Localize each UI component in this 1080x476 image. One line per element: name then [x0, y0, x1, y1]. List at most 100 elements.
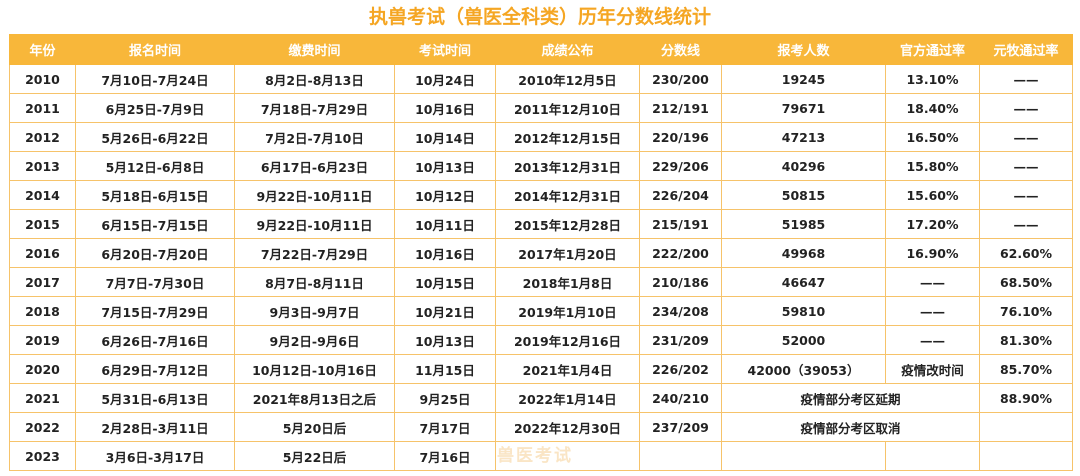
cell-result: 2014年12月31日 [495, 180, 640, 210]
cell-result: 2012年12月15日 [495, 122, 640, 152]
cell-score-line: 212/191 [639, 93, 722, 123]
table-row: 2020 6月29日-7月12日 10月12日-10月16日 11月15日 20… [9, 354, 1073, 384]
table-row: 2019 6月26日-7月16日 9月2日-9月6日 10月13日 2019年1… [9, 325, 1073, 355]
cell-official-rate: 17.20% [885, 209, 980, 239]
cell-yuanmu-rate [979, 412, 1073, 442]
cell-result: 2022年12月30日 [495, 412, 640, 442]
table-row: 2012 5月26日-6月22日 7月2日-7月10日 10月14日 2012年… [9, 122, 1073, 152]
cell-register: 5月12日-6月8日 [75, 151, 235, 181]
table-row: 2021 5月31日-6月13日 2021年8月13日之后 9月25日 2022… [9, 383, 1073, 413]
cell-year: 2021 [9, 383, 76, 413]
table-row: 2014 5月18日-6月15日 9月22日-10月11日 10月12日 201… [9, 180, 1073, 210]
table-row: 2011 6月25日-7月9日 7月18日-7月29日 10月16日 2011年… [9, 93, 1073, 123]
cell-register: 3月6日-3月17日 [75, 441, 235, 471]
cell-register: 5月31日-6月13日 [75, 383, 235, 413]
cell-yuanmu-rate [979, 441, 1073, 471]
cell-score-line: 229/206 [639, 151, 722, 181]
cell-yuanmu-rate: —— [979, 180, 1073, 210]
cell-register: 7月7日-7月30日 [75, 267, 235, 297]
cell-year: 2014 [9, 180, 76, 210]
cell-yuanmu-rate: 62.60% [979, 238, 1073, 268]
cell-payment: 7月2日-7月10日 [234, 122, 395, 152]
cell-applicants: 40296 [721, 151, 886, 181]
cell-official-rate: —— [885, 325, 980, 355]
cell-official-rate: 16.50% [885, 122, 980, 152]
cell-yuanmu-rate: —— [979, 122, 1073, 152]
table-row: 2018 7月15日-7月29日 9月3日-9月7日 10月21日 2019年1… [9, 296, 1073, 326]
cell-exam-date: 10月13日 [394, 151, 496, 181]
cell-yuanmu-rate: —— [979, 209, 1073, 239]
cell-yuanmu-rate: 85.70% [979, 354, 1073, 384]
cell-result: 2022年1月14日 [495, 383, 640, 413]
cell-year: 2020 [9, 354, 76, 384]
cell-result: 2010年12月5日 [495, 64, 640, 94]
table-row: 2017 7月7日-7月30日 8月7日-8月11日 10月15日 2018年1… [9, 267, 1073, 297]
cell-score-line: 230/200 [639, 64, 722, 94]
table-row: 2010 7月10日-7月24日 8月2日-8月13日 10月24日 2010年… [9, 64, 1073, 94]
header-applicants: 报考人数 [721, 34, 886, 65]
cell-score-line [639, 441, 722, 471]
cell-applicants: 51985 [721, 209, 886, 239]
page-title: 执兽考试（兽医全科类）历年分数线统计 [368, 6, 711, 28]
cell-exam-date: 10月15日 [394, 267, 496, 297]
cell-score-line: 234/208 [639, 296, 722, 326]
cell-register: 5月18日-6月15日 [75, 180, 235, 210]
cell-result: 2021年1月4日 [495, 354, 640, 384]
cell-year: 2017 [9, 267, 76, 297]
cell-register: 7月10日-7月24日 [75, 64, 235, 94]
cell-exam-date: 7月16日 [394, 441, 496, 471]
cell-exam-date: 10月21日 [394, 296, 496, 326]
cell-official-rate: —— [885, 267, 980, 297]
table-row: 2023 3月6日-3月17日 5月22日后 7月16日 [9, 441, 1073, 471]
cell-payment: 7月18日-7月29日 [234, 93, 395, 123]
cell-year: 2016 [9, 238, 76, 268]
cell-result: 2013年12月31日 [495, 151, 640, 181]
cell-score-line: 210/186 [639, 267, 722, 297]
cell-score-line: 226/204 [639, 180, 722, 210]
cell-exam-date: 9月25日 [394, 383, 496, 413]
cell-yuanmu-rate: 76.10% [979, 296, 1073, 326]
cell-exam-date: 11月15日 [394, 354, 496, 384]
cell-official-rate: —— [885, 296, 980, 326]
cell-exam-date: 7月17日 [394, 412, 496, 442]
cell-year: 2012 [9, 122, 76, 152]
cell-official-rate [885, 441, 980, 471]
cell-applicants-note: 疫情部分考区取消 [721, 412, 980, 442]
cell-exam-date: 10月16日 [394, 93, 496, 123]
cell-score-line: 237/209 [639, 412, 722, 442]
cell-official-rate: 13.10% [885, 64, 980, 94]
cell-register: 6月29日-7月12日 [75, 354, 235, 384]
cell-applicants: 46647 [721, 267, 886, 297]
cell-register: 6月25日-7月9日 [75, 93, 235, 123]
cell-applicants: 59810 [721, 296, 886, 326]
cell-payment: 5月20日后 [234, 412, 395, 442]
table-row: 2013 5月12日-6月8日 6月17日-6月23日 10月13日 2013年… [9, 151, 1073, 181]
cell-result: 2017年1月20日 [495, 238, 640, 268]
cell-score-line: 226/202 [639, 354, 722, 384]
cell-result: 2011年12月10日 [495, 93, 640, 123]
cell-result: 2019年1月10日 [495, 296, 640, 326]
cell-payment: 9月3日-9月7日 [234, 296, 395, 326]
header-register: 报名时间 [75, 34, 235, 65]
cell-payment: 8月2日-8月13日 [234, 64, 395, 94]
cell-yuanmu-rate: —— [979, 93, 1073, 123]
header-year: 年份 [9, 34, 76, 65]
cell-applicants: 79671 [721, 93, 886, 123]
cell-exam-date: 10月16日 [394, 238, 496, 268]
cell-result: 2019年12月16日 [495, 325, 640, 355]
cell-exam-date: 10月14日 [394, 122, 496, 152]
cell-score-line: 220/196 [639, 122, 722, 152]
cell-year: 2013 [9, 151, 76, 181]
cell-payment: 6月17日-6月23日 [234, 151, 395, 181]
cell-score-line: 231/209 [639, 325, 722, 355]
cell-register: 5月26日-6月22日 [75, 122, 235, 152]
table-row: 2015 6月15日-7月15日 9月22日-10月11日 10月11日 201… [9, 209, 1073, 239]
cell-exam-date: 10月11日 [394, 209, 496, 239]
cell-year: 2019 [9, 325, 76, 355]
header-exam-date: 考试时间 [394, 34, 496, 65]
cell-register: 6月26日-7月16日 [75, 325, 235, 355]
header-yuanmu-rate: 元牧通过率 [979, 34, 1073, 65]
cell-result: 2015年12月28日 [495, 209, 640, 239]
score-table: 年份 报名时间 缴费时间 考试时间 成绩公布 分数线 报考人数 官方通过率 元牧… [9, 34, 1073, 471]
cell-payment: 7月22日-7月29日 [234, 238, 395, 268]
